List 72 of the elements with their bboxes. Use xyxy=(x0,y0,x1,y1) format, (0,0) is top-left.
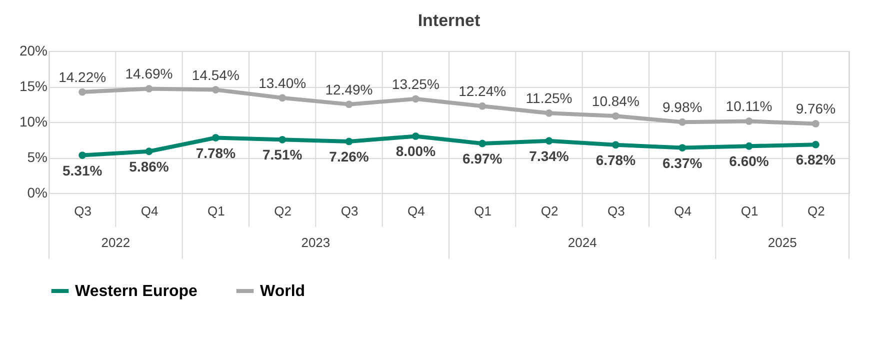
x-tick-label: Q2 xyxy=(540,204,558,218)
x-tick-label: Q1 xyxy=(740,204,758,218)
data-label: 11.25% xyxy=(526,90,572,106)
text: 2023 xyxy=(301,235,330,250)
point xyxy=(145,148,153,156)
legend-label: Western Europe xyxy=(75,283,198,300)
x-tick-label: Q4 xyxy=(407,204,425,218)
data-label: 12.24% xyxy=(458,83,506,100)
point xyxy=(545,137,553,145)
data-label: 7.78% xyxy=(196,144,236,161)
data-label: 6.37% xyxy=(662,154,703,171)
data-label: 10.11% xyxy=(726,98,772,114)
x-tick-label: Q4 xyxy=(140,204,158,218)
point xyxy=(145,85,153,92)
data-label: 6.60% xyxy=(729,153,770,170)
point xyxy=(412,95,420,103)
data-label: 5.31% xyxy=(62,162,103,178)
data-label: 10.84% xyxy=(592,93,640,110)
text: 2022 xyxy=(101,235,130,250)
data-label: 14.22% xyxy=(58,69,106,86)
chart-title: Internet xyxy=(418,11,481,30)
y-tick-label: 10% xyxy=(19,114,48,130)
y-tick-label: 5% xyxy=(27,149,48,165)
point xyxy=(478,102,486,110)
legend-label: World xyxy=(260,283,306,300)
data-label: 14.69% xyxy=(125,66,173,82)
data-label: 5.86% xyxy=(129,158,170,174)
point xyxy=(345,100,353,108)
x-tick-label: Q2 xyxy=(807,204,825,218)
data-label: 6.82% xyxy=(796,152,836,168)
data-label: 13.40% xyxy=(258,74,306,91)
point xyxy=(745,118,753,125)
x-tick-label: Q3 xyxy=(340,204,358,218)
point xyxy=(812,140,820,148)
text: 2025 xyxy=(768,235,797,250)
data-label: 6.78% xyxy=(596,152,636,168)
data-label: 13.25% xyxy=(392,76,440,92)
data-label: 6.97% xyxy=(462,150,503,167)
point xyxy=(78,152,86,159)
point xyxy=(612,112,620,120)
text: 2024 xyxy=(568,235,597,250)
point xyxy=(412,132,420,140)
y-tick-label: 20% xyxy=(19,42,48,58)
point xyxy=(545,109,553,117)
point xyxy=(212,134,220,142)
point xyxy=(478,140,486,148)
y-tick-label: 15% xyxy=(19,78,48,94)
x-tick-label: Q3 xyxy=(74,204,92,218)
x-tick-label: Q1 xyxy=(207,204,225,218)
point xyxy=(678,144,686,152)
x-tick-label: Q2 xyxy=(274,204,292,218)
point xyxy=(678,118,686,126)
data-label: 8.00% xyxy=(396,143,436,160)
data-label: 14.54% xyxy=(192,66,240,83)
x-tick-label: Q4 xyxy=(674,204,692,218)
y-tick-label: 0% xyxy=(27,184,48,200)
point xyxy=(345,138,353,146)
point xyxy=(212,86,220,94)
point xyxy=(78,88,86,96)
point xyxy=(278,94,286,102)
data-label: 9.76% xyxy=(796,100,836,117)
data-label: 9.98% xyxy=(662,99,702,116)
data-label: 7.34% xyxy=(529,148,570,164)
data-label: 7.51% xyxy=(262,146,303,163)
point xyxy=(612,141,620,149)
x-tick-label: Q1 xyxy=(474,204,492,218)
data-label: 12.49% xyxy=(325,81,373,98)
point xyxy=(278,136,286,144)
point xyxy=(745,142,753,150)
data-label: 7.26% xyxy=(329,148,370,164)
point xyxy=(812,120,820,128)
x-tick-label: Q3 xyxy=(607,204,625,218)
